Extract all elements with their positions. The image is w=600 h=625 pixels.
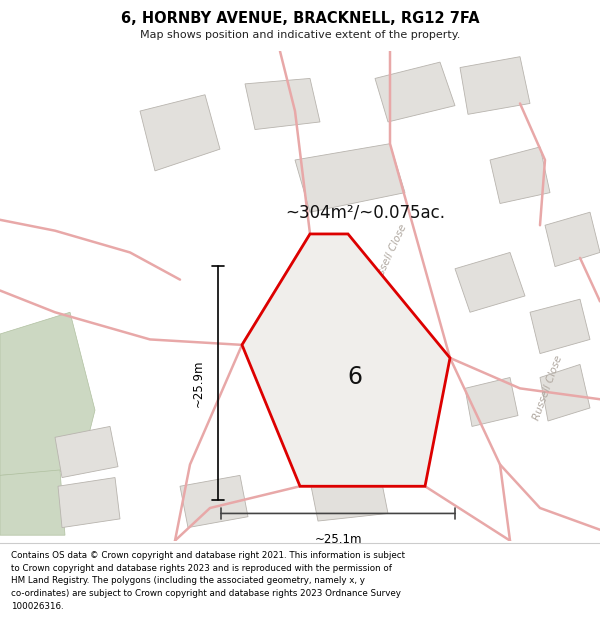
Polygon shape [455,253,525,312]
Polygon shape [530,299,590,354]
Text: 6, HORNBY AVENUE, BRACKNELL, RG12 7FA: 6, HORNBY AVENUE, BRACKNELL, RG12 7FA [121,11,479,26]
Polygon shape [0,470,65,535]
Polygon shape [242,234,450,486]
Polygon shape [460,57,530,114]
Polygon shape [55,426,118,478]
Polygon shape [490,147,550,204]
Polygon shape [310,473,388,521]
Text: Russell Close: Russell Close [532,354,565,422]
Polygon shape [465,378,518,426]
Polygon shape [545,213,600,267]
Polygon shape [180,476,248,528]
Text: ~304m²/~0.075ac.: ~304m²/~0.075ac. [285,203,445,221]
Text: ~25.1m: ~25.1m [314,533,362,546]
Text: 6: 6 [347,366,362,389]
Polygon shape [295,144,405,212]
Text: Russell Close: Russell Close [371,222,409,289]
Polygon shape [375,62,455,122]
Text: Contains OS data © Crown copyright and database right 2021. This information is : Contains OS data © Crown copyright and d… [11,551,405,611]
Polygon shape [0,312,95,476]
Text: Map shows position and indicative extent of the property.: Map shows position and indicative extent… [140,30,460,40]
Polygon shape [140,95,220,171]
Polygon shape [58,478,120,528]
Text: ~25.9m: ~25.9m [192,359,205,407]
Polygon shape [540,364,590,421]
Text: Hornby Avenue: Hornby Avenue [273,259,303,339]
Polygon shape [245,78,320,129]
